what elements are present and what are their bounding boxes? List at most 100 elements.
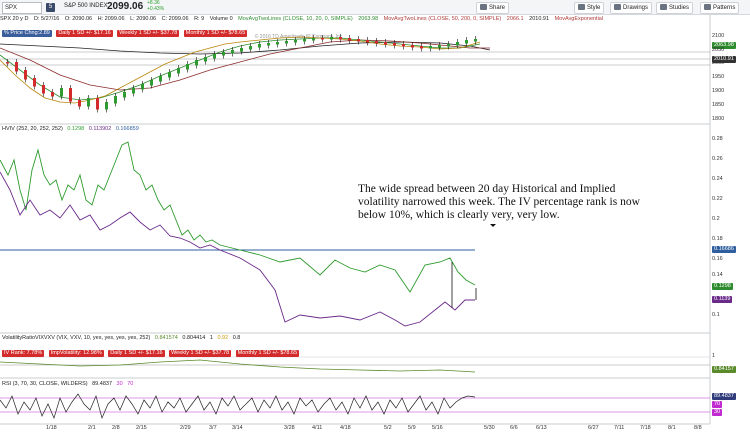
candle-body (123, 92, 126, 98)
date-value: D: 5/27/16 (33, 16, 60, 22)
date-tick: 7/11 (614, 425, 625, 431)
share-button[interactable]: Share (476, 2, 510, 14)
date-tick: 3/7 (209, 425, 217, 431)
date-tick: 5/2 (384, 425, 392, 431)
daily-sd-chip: Daily 1 SD +/- $17.16 (56, 30, 113, 38)
style-icon (578, 4, 585, 11)
price-axis-2100: 2100 (712, 33, 725, 39)
vix-ratio-value-3: 1 (209, 335, 213, 341)
rsi-value-tag: 89.4837 (712, 393, 736, 400)
rsi-30-tag: 30 (712, 409, 723, 416)
date-tick: 7/18 (640, 425, 651, 431)
candle-body (456, 42, 459, 46)
vix-ratio-tag: 0.84157 (712, 366, 736, 373)
price-axis-1900: 1900 (712, 88, 725, 94)
ma-study-2[interactable]: MovAvgTwoLines (CLOSE, 50, 200, 0, SIMPL… (383, 16, 502, 22)
candle-body (393, 43, 396, 46)
rsi-name: RSI (3, 70, 30, CLOSE, WILDERS) (2, 381, 88, 387)
hv-value-tag: 0.1298 (712, 283, 733, 290)
hv-axis-014: 0.14 (712, 272, 723, 278)
candle-body (420, 46, 423, 49)
symbol-input[interactable]: SPX (2, 2, 42, 14)
iv-chip-row: IV Rank: 7.78% ImpVolatility: 12.98% Dai… (2, 345, 300, 363)
index-name: S&P 500 INDEX (64, 3, 108, 9)
candle-body (6, 62, 9, 64)
r-value: R: 9 (194, 16, 205, 22)
candle-body (429, 46, 432, 49)
candle-body (366, 40, 369, 43)
hviv-value-2: 0.113902 (88, 126, 112, 132)
candle-body (132, 88, 135, 94)
ma-study-1-value: 2063.98 (358, 16, 379, 22)
date-tick: 2/8 (112, 425, 120, 431)
chart-info-line: SPX 20 y D D: 5/27/16 O: 2090.06 H: 2099… (0, 15, 750, 24)
candle-body (78, 100, 81, 107)
candle-body (33, 78, 36, 87)
top-toolbar: SPX 5 S&P 500 INDEX 2099.06 +8.36 +0.43%… (0, 0, 750, 15)
drawings-icon (614, 4, 621, 11)
drawings-button[interactable]: Drawings (610, 2, 653, 14)
ma-200-line (0, 41, 491, 55)
vix-ratio-value-2: 0.804414 (182, 335, 206, 341)
hviv-study-label[interactable]: HVIV (252, 20, 252, 252) 0.1298 0.113902… (2, 126, 139, 132)
date-tick: 2/1 (88, 425, 96, 431)
ma-study-3[interactable]: MovAvgExponential (554, 16, 604, 22)
candle-body (339, 37, 342, 40)
patterns-button[interactable]: Patterns (700, 2, 740, 14)
volume-value: Volume 0 (209, 16, 233, 22)
price-axis-2000: 2000 (712, 60, 725, 66)
candle-body (15, 62, 18, 72)
candle-body (240, 48, 243, 52)
style-label: Style (587, 5, 601, 11)
style-button[interactable]: Style (574, 2, 605, 14)
studies-label: Studies (669, 5, 690, 11)
patterns-icon (704, 4, 711, 11)
date-tick: 2/29 (180, 425, 191, 431)
annotation-pointer (490, 224, 496, 227)
imp-vol-chip: ImpVolatility: 12.98% (48, 350, 104, 358)
candle-body (411, 45, 414, 48)
studies-button[interactable]: Studies (656, 2, 694, 14)
date-tick: 8/8 (694, 425, 702, 431)
price-axis-2050: 2050 (712, 47, 725, 53)
hv-axis-024: 0.24 (712, 176, 723, 182)
date-tick: 4/11 (312, 425, 323, 431)
vix-ratio-value-1: 0.841574 (154, 335, 178, 341)
ma-200-value-tag: 2010.91 (712, 56, 736, 63)
date-axis: 1/18 2/1 2/8 2/15 2/29 3/7 3/14 3/28 4/1… (0, 424, 710, 434)
candle-body (438, 45, 441, 48)
vix-ratio-name: VolatilityRatioVIXVXV (VIX, VXV, 10, yes… (2, 335, 151, 341)
ma-10-line (0, 36, 481, 104)
candle-body (276, 42, 279, 45)
rsi-study-label[interactable]: RSI (3, 70, 30, CLOSE, WILDERS) 89.4837 … (2, 381, 133, 387)
candle-body (96, 98, 99, 110)
candle-body (447, 44, 450, 47)
studies-icon (660, 4, 667, 11)
price-axis-1850: 1850 (712, 102, 725, 108)
annotation-text: The wide spread between 20 day Historica… (358, 183, 640, 221)
candle-body (60, 88, 63, 97)
date-tick: 2/15 (136, 425, 147, 431)
candle-body (204, 57, 207, 62)
patterns-label: Patterns (713, 5, 736, 11)
ma-study-1[interactable]: MovAvgTwoLines (CLOSE, 10, 20, 0, SIMPLE… (238, 16, 353, 22)
candle-body (303, 39, 306, 42)
vix-ratio-study-label[interactable]: VolatilityRatioVIXVXV (VIX, VXV, 10, yes… (2, 335, 240, 341)
candle-body (141, 84, 144, 90)
date-tick: 5/16 (432, 425, 443, 431)
period-label: SPX 20 y D (0, 16, 29, 22)
link-badge[interactable]: 5 (46, 3, 55, 12)
date-tick: 4/18 (340, 425, 351, 431)
ma-50-line (0, 39, 490, 91)
ma-study-2-value1: 2066.1 (506, 16, 524, 22)
date-tick: 8/1 (668, 425, 676, 431)
iv-line (0, 171, 475, 327)
date-tick: 5/9 (408, 425, 416, 431)
weekly-sd-chip: Weekly 1 SD +/- $37.78 (117, 30, 180, 38)
price-change: +8.36 +0.43% (147, 0, 164, 12)
candle-body (177, 68, 180, 74)
date-tick: 3/14 (232, 425, 243, 431)
candle-body (195, 60, 198, 66)
ma-study-2-value2: 2010.91 (529, 16, 550, 22)
